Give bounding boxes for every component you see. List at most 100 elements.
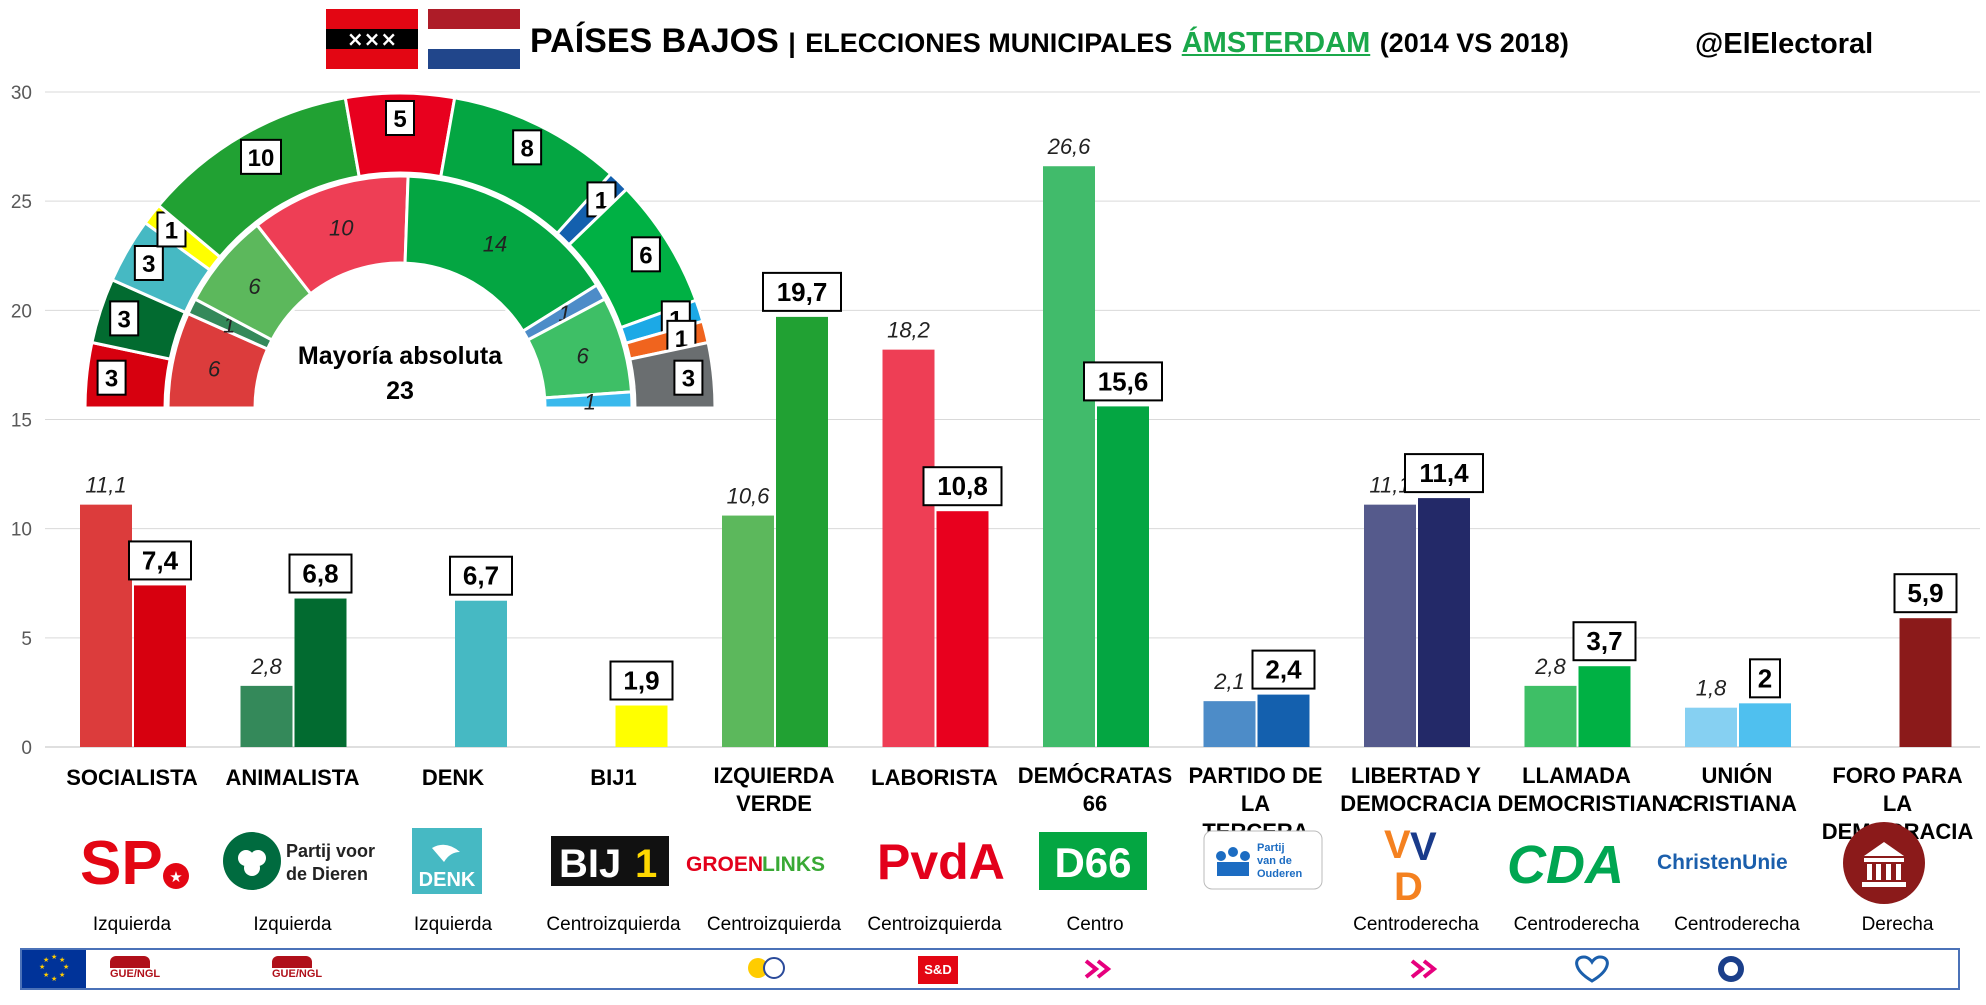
party-ideology: Derecha [1861,914,1934,935]
y-tick-label: 20 [11,301,32,322]
data-label-box [1893,573,1958,614]
party-name-line: BIJ1 [590,765,637,790]
data-label-2014: 2,8 [1534,654,1566,679]
bar-2018 [615,705,668,747]
seat-count-2018: 8 [520,135,533,162]
data-label-2018: 5,9 [1907,578,1943,608]
party-ideology: Centroderecha [1353,914,1479,935]
greens-efa-icon [746,954,786,984]
svg-text:SP: SP [80,829,163,896]
bar-2018 [776,316,828,747]
party-name: DEMÓCRATAS 66 [1016,762,1174,818]
seat-count-2018: 1 [165,217,178,244]
svg-text:Ouderen: Ouderen [1257,868,1303,880]
d66-logo: D66 [1039,826,1149,896]
s-d-icon: S&D [918,956,958,984]
alde-icon [1084,955,1114,988]
party-name: SOCIALISTA [53,764,211,792]
bar-2014 [1203,701,1256,747]
y-tick-label: 15 [11,411,32,432]
groenlinks-logo: GROEN LINKS [684,826,844,896]
seat-count-2014: 1 [584,389,596,414]
seat-count-2018: 3 [142,251,155,278]
data-label-2014: 26,6 [1047,134,1092,159]
svg-text:1: 1 [635,842,657,886]
svg-text:BIJ: BIJ [559,842,621,886]
party-ideology: Centroizquierda [706,914,842,935]
title-country: PAÍSES BAJOS [530,22,779,60]
twitter-handle: @ElElectoral [1695,28,1874,60]
data-label-box [1749,658,1781,699]
data-label-2018: 2 [1758,663,1772,693]
party-ideology: Centro [1066,914,1124,935]
seat-count-2014: 14 [483,231,507,256]
data-label-2018: 11,4 [1419,458,1469,488]
svg-text:★: ★ [63,963,69,971]
epp-heart-icon [1570,953,1614,990]
seat-count-2018: 10 [248,145,275,172]
party-name: LABORISTA [856,764,1014,792]
data-label-box [1083,361,1163,402]
ecr-icon [1716,954,1750,989]
svg-text:D: D [1394,865,1423,906]
seat-count-2018: 3 [118,306,131,333]
denk-logo: DENK [410,826,486,896]
eu-groups-bar: ★ ★ ★ ★ ★ ★ ★ ★ GUE/NGL GUE/NGL S&D [20,948,1960,990]
party-name-line: 66 [1082,791,1108,816]
eu-flag-icon: ★ ★ ★ ★ ★ ★ ★ ★ [22,950,86,988]
svg-text:★: ★ [169,868,182,886]
y-tick-label: 5 [21,629,32,650]
bar-2018 [1257,694,1310,747]
bar-2014 [80,504,132,747]
pvda-logo: PvdA [875,826,1010,896]
bar-2018 [1739,703,1791,747]
bar-2018 [294,598,347,747]
party-ideology: Centroderecha [1674,914,1800,935]
svg-text:★: ★ [59,956,65,964]
data-label-box [449,555,513,596]
netherlands-flag-icon [428,9,520,69]
party-name-line: FORO PARA LA [1832,763,1963,816]
party-name: UNIÓN CRISTIANA [1658,762,1816,818]
party-name: LIBERTAD Y DEMOCRACIA [1337,762,1495,818]
bar-2018 [1578,666,1631,747]
seat-count-2018: 1 [595,187,608,214]
seat-count-2018: 6 [639,242,652,269]
seat-count-box [673,359,704,396]
party-name: BIJ1 [535,764,693,792]
seat-count-box [96,359,127,396]
seat-count-2018: 3 [105,366,118,393]
seat-count-2018: 5 [393,106,406,133]
svg-text:★: ★ [39,963,45,971]
seat-count-box [385,100,415,136]
bar-2018 [1097,406,1149,747]
svg-text:GROEN: GROEN [686,853,763,876]
svg-text:van de: van de [1257,855,1292,867]
party-name-line: LLAMADA [1522,763,1631,788]
svg-text:PvdA: PvdA [877,834,1005,890]
data-label-2014: 1,8 [1696,676,1727,701]
seat-count-2014: 10 [329,215,354,240]
bij1-logo: BIJ 1 [551,826,671,896]
gue-ngl-label: GUE/NGL [110,968,161,980]
svg-text:★: ★ [51,975,57,983]
party-ideology: Centroizquierda [867,914,1002,935]
party-name-line: IZQUIERDA [713,763,835,788]
svg-text:★: ★ [43,971,49,979]
svg-text:D66: D66 [1054,839,1131,886]
seat-count-2014: 6 [208,356,221,381]
party-name-line: UNIÓN [1701,763,1773,788]
bar-2018 [134,585,186,747]
data-label-2018: 1,9 [623,666,659,696]
ouderen-logo: Partij van de Ouderen [1203,826,1325,896]
party-ideology: Izquierda [253,914,332,935]
data-label-2018: 6,7 [463,561,499,591]
data-label-box [922,466,1003,507]
data-label-box [128,540,192,581]
forum-temple-icon [1840,820,1930,906]
svg-text:Partij voor: Partij voor [286,841,375,861]
data-label-2018: 15,6 [1098,366,1149,396]
title-separator: | [788,28,796,58]
y-tick-label: 30 [11,83,32,104]
